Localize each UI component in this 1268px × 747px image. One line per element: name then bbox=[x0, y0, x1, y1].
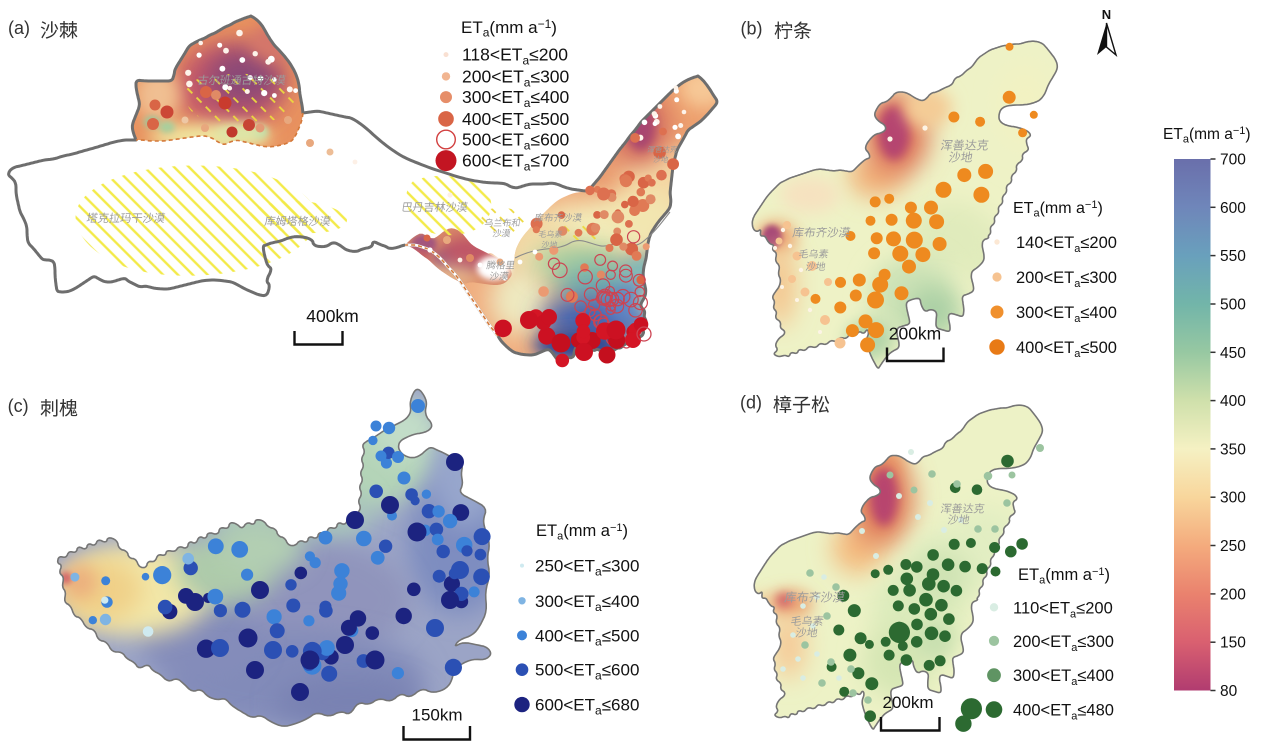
svg-text:150: 150 bbox=[1220, 635, 1246, 652]
svg-text:400<ETa≤480: 400<ETa≤480 bbox=[1013, 702, 1114, 723]
svg-text:N: N bbox=[1102, 7, 1111, 22]
svg-text:300<ETa≤400: 300<ETa≤400 bbox=[535, 592, 639, 614]
svg-text:250: 250 bbox=[1220, 538, 1246, 555]
svg-text:400km: 400km bbox=[306, 306, 359, 326]
svg-text:400: 400 bbox=[1220, 393, 1246, 410]
svg-text:110<ETa≤200: 110<ETa≤200 bbox=[1013, 599, 1113, 620]
svg-text:200km: 200km bbox=[882, 693, 933, 712]
svg-text:300<ETa≤400: 300<ETa≤400 bbox=[462, 87, 570, 110]
svg-text:500<ETa≤600: 500<ETa≤600 bbox=[462, 130, 570, 153]
svg-text:200<ETa≤300: 200<ETa≤300 bbox=[462, 66, 570, 89]
svg-text:(c): (c) bbox=[8, 396, 29, 416]
svg-text:400<ETa≤500: 400<ETa≤500 bbox=[1016, 339, 1117, 360]
svg-text:300<ETa≤400: 300<ETa≤400 bbox=[1013, 667, 1114, 688]
svg-text:400<ETa≤500: 400<ETa≤500 bbox=[535, 626, 639, 648]
svg-text:ETa(mm a−1): ETa(mm a−1) bbox=[1018, 566, 1110, 587]
svg-text:300: 300 bbox=[1220, 490, 1246, 507]
svg-text:350: 350 bbox=[1220, 441, 1246, 458]
svg-text:ETa(mm a−1): ETa(mm a−1) bbox=[1163, 125, 1251, 146]
svg-text:500: 500 bbox=[1220, 297, 1246, 314]
svg-text:300<ETa≤400: 300<ETa≤400 bbox=[1016, 304, 1117, 325]
svg-text:200<ETa≤300: 200<ETa≤300 bbox=[1016, 269, 1117, 290]
svg-text:450: 450 bbox=[1220, 345, 1246, 362]
svg-text:250<ETa≤300: 250<ETa≤300 bbox=[535, 557, 639, 579]
svg-text:600: 600 bbox=[1220, 200, 1246, 217]
svg-text:80: 80 bbox=[1220, 683, 1238, 700]
svg-text:(d): (d) bbox=[740, 393, 762, 413]
svg-text:(a): (a) bbox=[8, 18, 30, 38]
svg-text:600<ETa≤700: 600<ETa≤700 bbox=[462, 151, 570, 174]
svg-text:140<ETa≤200: 140<ETa≤200 bbox=[1016, 234, 1117, 255]
svg-text:400<ETa≤500: 400<ETa≤500 bbox=[462, 109, 570, 132]
svg-text:200<ETa≤300: 200<ETa≤300 bbox=[1013, 633, 1114, 654]
svg-text:700: 700 bbox=[1220, 152, 1246, 169]
svg-text:200: 200 bbox=[1220, 586, 1246, 603]
svg-text:600<ETa≤680: 600<ETa≤680 bbox=[535, 696, 639, 718]
svg-text:150km: 150km bbox=[411, 706, 462, 725]
svg-text:200km: 200km bbox=[889, 324, 942, 344]
svg-text:500<ETa≤600: 500<ETa≤600 bbox=[535, 661, 639, 683]
svg-text:118<ETa≤200: 118<ETa≤200 bbox=[462, 45, 568, 68]
svg-text:(b): (b) bbox=[741, 19, 763, 39]
svg-text:550: 550 bbox=[1220, 248, 1246, 265]
